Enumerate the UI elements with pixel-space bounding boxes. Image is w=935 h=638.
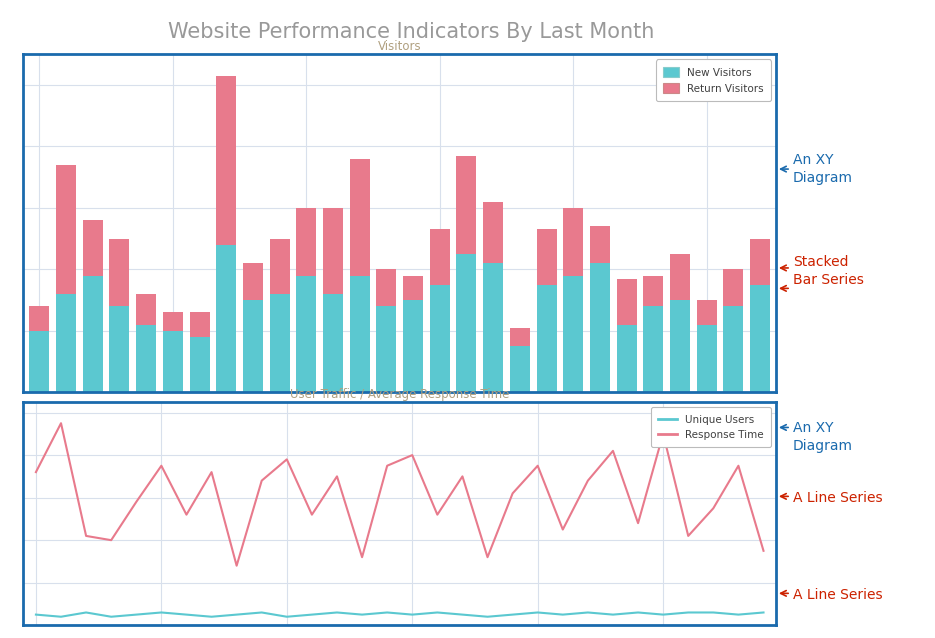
Bar xyxy=(643,306,663,392)
Text: Stacked
Bar Series: Stacked Bar Series xyxy=(793,255,864,287)
Bar xyxy=(403,276,423,300)
Bar xyxy=(83,220,103,276)
Bar xyxy=(697,325,716,392)
Bar xyxy=(456,254,477,392)
Bar xyxy=(377,306,396,392)
Bar xyxy=(616,279,637,325)
Bar xyxy=(510,346,530,392)
Bar xyxy=(350,276,369,392)
Bar xyxy=(109,239,129,306)
Bar xyxy=(483,263,503,392)
Bar xyxy=(483,202,503,263)
Bar xyxy=(323,294,343,392)
Bar xyxy=(537,285,556,392)
Bar xyxy=(724,306,743,392)
Bar xyxy=(137,294,156,325)
Bar xyxy=(750,285,770,392)
Bar xyxy=(269,294,290,392)
Legend: New Visitors, Return Visitors: New Visitors, Return Visitors xyxy=(655,59,770,101)
Bar xyxy=(269,239,290,294)
Bar xyxy=(296,208,316,276)
Bar xyxy=(216,76,237,245)
Text: A Line Series: A Line Series xyxy=(793,491,883,505)
Bar xyxy=(670,254,690,300)
Bar xyxy=(643,276,663,306)
Text: An XY
Diagram: An XY Diagram xyxy=(793,421,853,453)
Bar xyxy=(163,313,183,331)
Bar xyxy=(296,276,316,392)
Bar xyxy=(616,325,637,392)
Bar xyxy=(29,306,50,331)
Title: Visitors: Visitors xyxy=(378,40,422,53)
Bar xyxy=(750,239,770,285)
Bar xyxy=(323,208,343,294)
Bar xyxy=(109,306,129,392)
Bar xyxy=(377,269,396,306)
Legend: Unique Users, Response Time: Unique Users, Response Time xyxy=(651,407,770,447)
Bar xyxy=(456,156,477,254)
Bar xyxy=(590,263,610,392)
Bar xyxy=(29,331,50,392)
Bar xyxy=(537,230,556,285)
Bar xyxy=(350,159,369,276)
Bar xyxy=(243,263,263,300)
Bar xyxy=(56,294,76,392)
Bar xyxy=(510,328,530,346)
Bar xyxy=(697,300,716,325)
Bar xyxy=(163,331,183,392)
Bar xyxy=(430,230,450,285)
Bar xyxy=(563,208,583,276)
Bar xyxy=(56,165,76,294)
Bar xyxy=(190,337,209,392)
Bar xyxy=(190,313,209,337)
Bar xyxy=(243,300,263,392)
Text: Website Performance Indicators By Last Month: Website Performance Indicators By Last M… xyxy=(168,22,654,42)
Bar xyxy=(403,300,423,392)
Title: User Traffic / Average Response Time: User Traffic / Average Response Time xyxy=(290,388,510,401)
Bar xyxy=(216,245,237,392)
Bar xyxy=(430,285,450,392)
Bar xyxy=(724,269,743,306)
Text: An XY
Diagram: An XY Diagram xyxy=(793,153,853,185)
Bar xyxy=(83,276,103,392)
Text: A Line Series: A Line Series xyxy=(793,588,883,602)
Bar xyxy=(590,226,610,263)
Bar xyxy=(137,325,156,392)
Bar xyxy=(670,300,690,392)
Bar xyxy=(563,276,583,392)
